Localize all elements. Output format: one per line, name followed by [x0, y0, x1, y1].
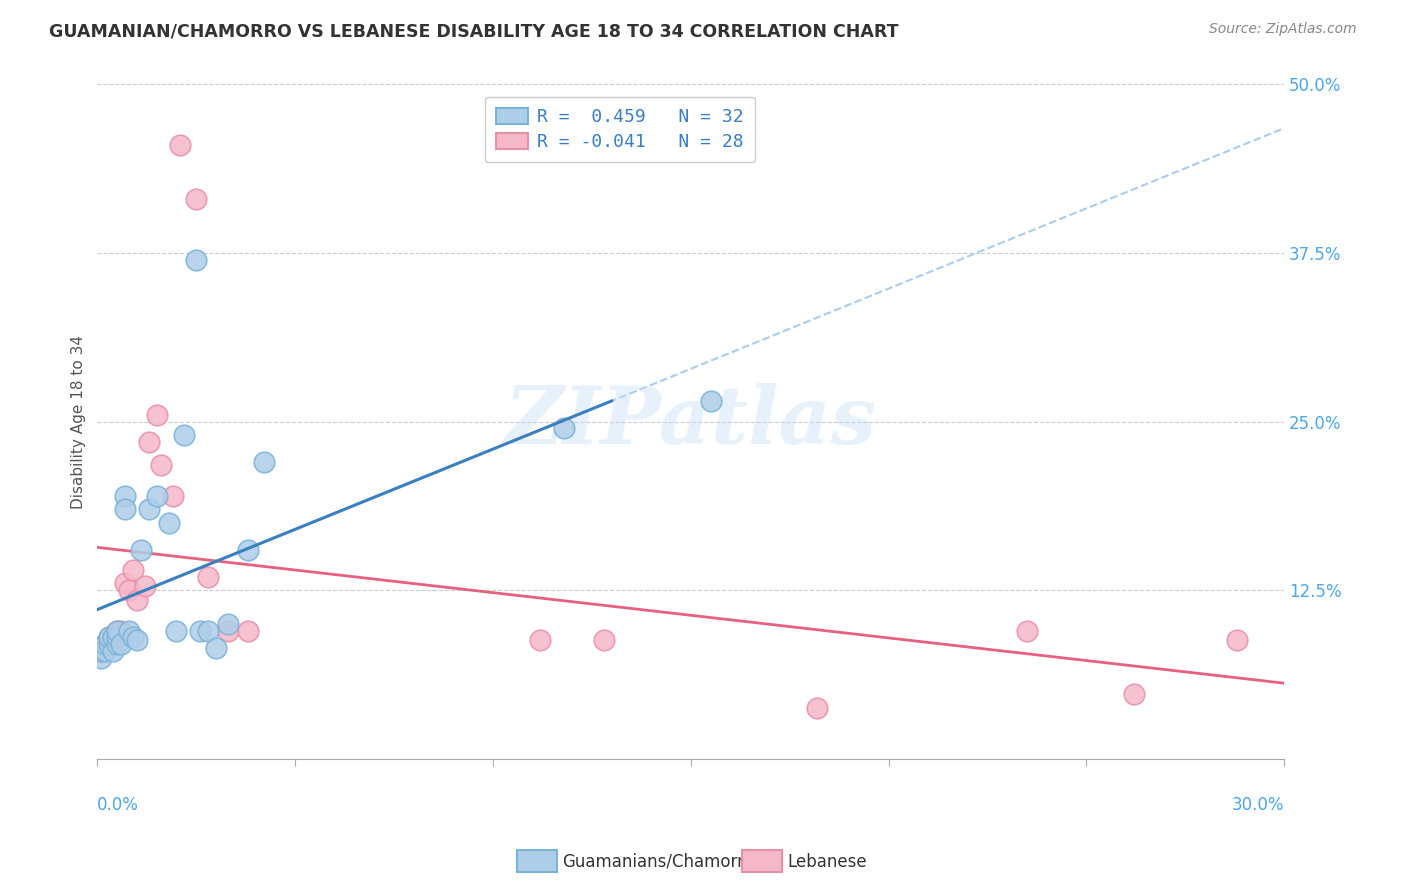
Point	[98, 637, 121, 651]
Point	[122, 631, 145, 645]
Point	[592, 633, 614, 648]
Point	[217, 624, 239, 638]
Point	[1017, 624, 1039, 638]
Point	[94, 644, 117, 658]
Y-axis label: Disability Age 18 to 34: Disability Age 18 to 34	[72, 334, 86, 508]
Point	[252, 455, 274, 469]
Text: 0.0%: 0.0%	[97, 796, 139, 814]
Point	[217, 616, 239, 631]
Point	[236, 542, 259, 557]
Point	[197, 570, 219, 584]
Point	[138, 502, 160, 516]
Point	[125, 633, 148, 648]
Point	[101, 631, 124, 645]
Point	[105, 631, 128, 645]
Point	[94, 637, 117, 651]
Point	[110, 624, 132, 638]
Point	[90, 650, 112, 665]
Point	[94, 637, 117, 651]
Text: ZIPatlas: ZIPatlas	[505, 383, 877, 460]
Point	[105, 624, 128, 638]
Point	[129, 542, 152, 557]
Point	[98, 631, 121, 645]
Point	[162, 489, 184, 503]
Point	[157, 516, 180, 530]
Point	[90, 644, 112, 658]
Text: Lebanese: Lebanese	[787, 853, 868, 871]
Text: Guamanians/Chamorros: Guamanians/Chamorros	[562, 853, 763, 871]
Point	[149, 458, 172, 472]
Point	[188, 624, 211, 638]
Point	[166, 624, 188, 638]
Point	[90, 644, 112, 658]
Point	[145, 489, 167, 503]
Point	[105, 631, 128, 645]
Point	[169, 138, 191, 153]
Point	[114, 489, 136, 503]
Point	[134, 579, 156, 593]
Point	[98, 631, 121, 645]
Point	[101, 644, 124, 658]
Point	[529, 633, 551, 648]
Point	[553, 421, 575, 435]
Point	[173, 428, 195, 442]
Text: Source: ZipAtlas.com: Source: ZipAtlas.com	[1209, 22, 1357, 37]
Point	[118, 624, 141, 638]
Point	[186, 252, 208, 267]
Point	[186, 192, 208, 206]
Text: GUAMANIAN/CHAMORRO VS LEBANESE DISABILITY AGE 18 TO 34 CORRELATION CHART: GUAMANIAN/CHAMORRO VS LEBANESE DISABILIT…	[49, 22, 898, 40]
Point	[1226, 633, 1249, 648]
Text: 30.0%: 30.0%	[1232, 796, 1284, 814]
Legend: R =  0.459   N = 32, R = -0.041   N = 28: R = 0.459 N = 32, R = -0.041 N = 28	[485, 97, 755, 162]
Point	[122, 563, 145, 577]
Point	[197, 624, 219, 638]
Point	[236, 624, 259, 638]
Point	[105, 637, 128, 651]
Point	[699, 394, 721, 409]
Point	[105, 624, 128, 638]
Point	[101, 637, 124, 651]
Point	[114, 576, 136, 591]
Point	[98, 637, 121, 651]
Point	[145, 408, 167, 422]
Point	[138, 434, 160, 449]
Point	[125, 592, 148, 607]
Point	[1123, 687, 1146, 701]
Point	[806, 700, 828, 714]
Point	[114, 502, 136, 516]
Point	[110, 637, 132, 651]
Point	[205, 641, 228, 656]
Point	[118, 583, 141, 598]
